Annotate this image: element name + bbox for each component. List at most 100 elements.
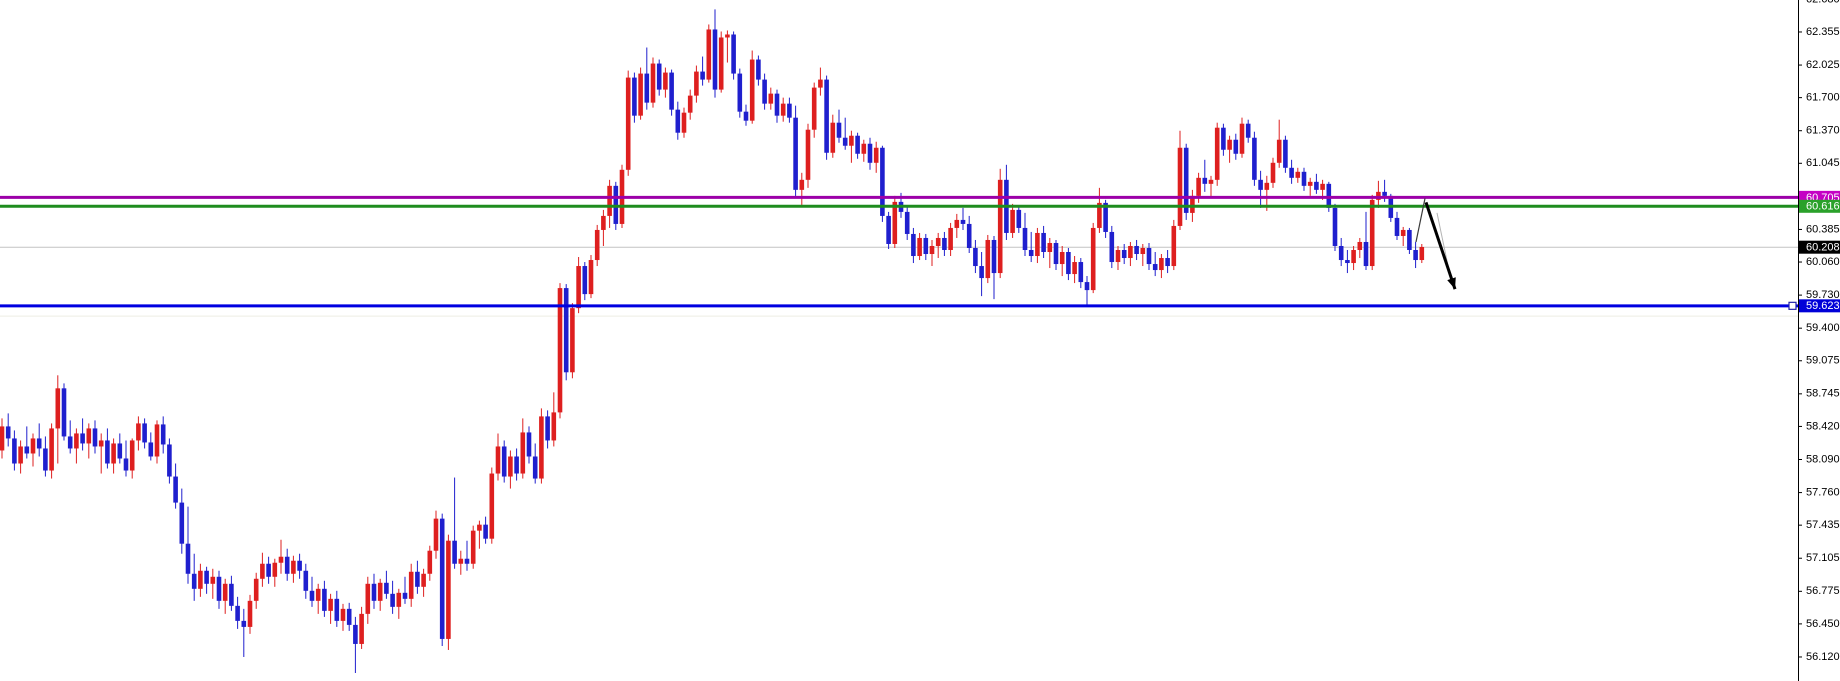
candle-body xyxy=(780,103,786,116)
bid-price-line-badge xyxy=(1799,240,1840,254)
candle-body xyxy=(1283,139,1288,168)
axis-tick-label: 60.060 xyxy=(1806,256,1840,268)
support-line-blue-badge-label: 59.623 xyxy=(1806,300,1840,312)
candle-body xyxy=(1010,209,1015,233)
axis-tick-label: 59.075 xyxy=(1806,355,1840,367)
candle-body xyxy=(1314,181,1319,190)
candle-body xyxy=(483,524,488,539)
candle-body xyxy=(1245,123,1251,138)
candle-body xyxy=(842,137,848,146)
candle-body xyxy=(222,583,228,601)
candle-body xyxy=(706,29,712,80)
candle-body xyxy=(712,29,718,90)
support-line-blue-handle[interactable] xyxy=(1788,301,1797,310)
candle-body xyxy=(830,122,836,153)
candle-body xyxy=(111,443,116,464)
candle-body xyxy=(607,185,612,216)
candle-body xyxy=(421,573,426,587)
candle-body xyxy=(799,179,805,190)
candle-body xyxy=(948,227,953,250)
candle-body xyxy=(501,446,507,477)
candle-body xyxy=(811,87,817,130)
bid-price-line-badge-label: 60.208 xyxy=(1806,242,1840,254)
candle-body xyxy=(148,442,154,457)
candle-body xyxy=(1413,249,1418,261)
projection-line-up[interactable] xyxy=(1415,198,1426,243)
candle-body xyxy=(185,543,191,574)
candle-body xyxy=(1097,202,1102,228)
axis-tick-label: 61.045 xyxy=(1806,157,1840,169)
candle-body xyxy=(632,77,637,116)
candle-body xyxy=(1252,137,1257,180)
candle-body xyxy=(1363,241,1369,267)
candle-body xyxy=(1357,241,1363,250)
candle-body xyxy=(1183,147,1189,213)
candle-body xyxy=(55,388,61,429)
candle-body xyxy=(129,440,135,471)
candle-body xyxy=(966,223,972,248)
candle-body xyxy=(1171,225,1177,267)
candle-body xyxy=(334,598,340,621)
candle-body xyxy=(1159,258,1164,271)
candle-body xyxy=(92,428,98,447)
resistance-line-green-badge-label: 60.616 xyxy=(1806,201,1840,213)
candle-body xyxy=(80,433,85,444)
resistance-line-green-badge xyxy=(1799,199,1840,213)
candle-body xyxy=(774,93,780,116)
candle-body xyxy=(973,247,978,267)
axis-tick-label: 62.025 xyxy=(1806,59,1840,71)
candle-body xyxy=(1320,183,1325,190)
candle-body xyxy=(396,592,402,607)
projection-arrow-down-head xyxy=(1447,277,1456,290)
axis-tick-label: 60.385 xyxy=(1806,223,1840,235)
candle-body xyxy=(272,562,278,577)
axis-tick-label: 56.450 xyxy=(1806,618,1840,630)
projection-arrow-down[interactable] xyxy=(1424,201,1457,290)
candle-body xyxy=(942,237,947,250)
candle-body xyxy=(508,456,513,477)
candle-body xyxy=(384,582,389,594)
candle-body xyxy=(18,446,23,464)
candle-body xyxy=(1146,247,1152,265)
candle-body xyxy=(904,211,910,234)
candle-body xyxy=(1351,249,1356,264)
candle-body xyxy=(36,438,42,449)
candle-body xyxy=(303,570,309,591)
candle-body xyxy=(0,426,5,451)
candle-body xyxy=(1394,217,1400,236)
candle-body xyxy=(1289,167,1294,178)
candle-body xyxy=(1376,191,1381,200)
candle-body xyxy=(824,79,829,153)
candle-body xyxy=(328,598,333,611)
candle-body xyxy=(353,624,358,644)
candle-body xyxy=(1233,139,1239,154)
candle-body xyxy=(1047,242,1053,253)
candle-body xyxy=(700,71,705,80)
candle-body xyxy=(1035,232,1040,257)
candle-body xyxy=(284,556,290,574)
candle-body xyxy=(408,571,414,599)
candle-body xyxy=(687,95,693,113)
candle-body xyxy=(725,34,730,38)
candle-body xyxy=(539,416,544,479)
price-axis[interactable]: 62.68062.35562.02561.70061.37061.04560.7… xyxy=(1798,0,1840,681)
annotation-layer xyxy=(1415,198,1457,290)
candle-body xyxy=(216,576,222,601)
candle-body xyxy=(954,219,960,228)
candle-body xyxy=(142,423,147,443)
candle-body xyxy=(402,592,408,599)
candle-body xyxy=(694,71,699,96)
candle-body xyxy=(458,558,464,564)
candle-body xyxy=(340,608,346,621)
candle-body xyxy=(656,63,662,90)
candle-body xyxy=(1382,191,1387,196)
candle-body xyxy=(1208,179,1214,184)
candle-body xyxy=(1196,177,1201,196)
candle-body xyxy=(1059,252,1065,265)
candle-body xyxy=(601,215,606,230)
candle-body xyxy=(911,233,916,257)
candle-body xyxy=(173,476,178,503)
candle-body xyxy=(923,237,929,255)
candle-body xyxy=(49,428,54,471)
candle-body xyxy=(880,147,885,216)
